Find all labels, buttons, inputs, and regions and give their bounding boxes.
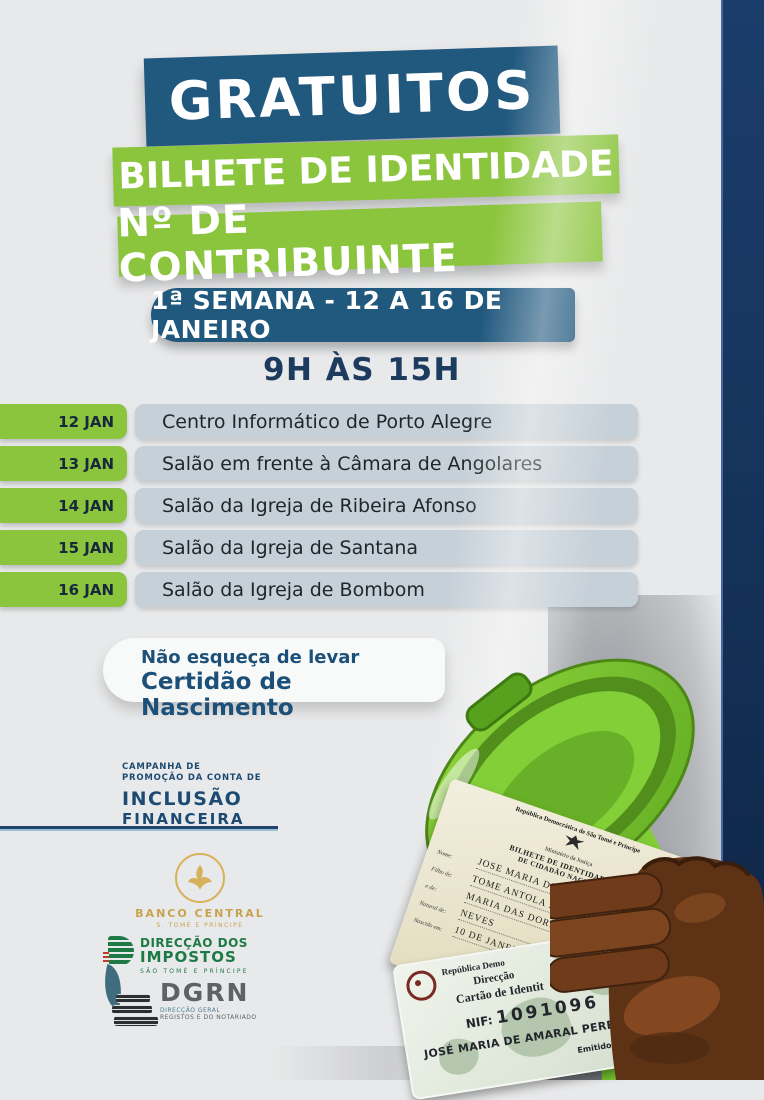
schedule-location: Salão da Igreja de Bombom — [162, 578, 425, 601]
schedule-location-bar: Salão da Igreja de Santana — [135, 530, 638, 565]
schedule-date: 15 JAN — [58, 538, 114, 557]
schedule-row: 16 JAN Salão da Igreja de Bombom — [0, 572, 724, 607]
field-label: Nascido em: — [412, 917, 444, 933]
schedule-date-pill: 16 JAN — [0, 572, 127, 607]
schedule-date-pill: 12 JAN — [0, 404, 127, 439]
hand-illustration — [550, 856, 764, 1080]
dgrn-acronym: DGRN — [160, 978, 250, 1007]
schedule-date-pill: 15 JAN — [0, 530, 127, 565]
schedule-location: Salão da Igreja de Santana — [162, 536, 419, 559]
opening-hours: 9H ÀS 15H — [262, 352, 461, 388]
card1-header: República Democrática de São Tomé e Prín… — [442, 786, 698, 920]
schedule-date: 12 JAN — [58, 412, 114, 431]
campaign-big1: INCLUSÃO — [122, 788, 243, 810]
book-icon — [112, 1005, 152, 1014]
eagle-emblem-icon — [565, 835, 585, 851]
impostos-text: DIRECÇÃO DOS IMPOSTOS SÃO TOMÉ E PRÍNCIP… — [140, 936, 249, 975]
taxpayer-banner: Nº DE CONTRIBUINTE — [117, 197, 603, 292]
schedule-row: 14 JAN Salão da Igreja de Ribeira Afonso — [0, 488, 724, 523]
schedule-location-bar: Salão da Igreja de Bombom — [135, 572, 638, 607]
impostos-logo: DIRECÇÃO DOS IMPOSTOS SÃO TOMÉ E PRÍNCIP… — [103, 936, 249, 975]
dove-icon-glyph — [188, 865, 212, 890]
campaign-small2: PROMOÇÃO DA CONTA DE — [122, 773, 262, 783]
schedule-row: 12 JAN Centro Informático de Porto Alegr… — [0, 404, 724, 439]
dgrn-line2: REGISTOS E DO NOTARIADO — [160, 1014, 257, 1021]
divider-line — [0, 826, 278, 829]
week-banner-text: 1ª SEMANA - 12 A 16 DE JANEIRO — [151, 286, 503, 344]
dgrn-logo: DGRN DIRECÇÃO GERAL REGISTOS E DO NOTARI… — [97, 963, 257, 1030]
schedule-location: Salão da Igreja de Ribeira Afonso — [162, 494, 477, 517]
dgrn-text: DGRN DIRECÇÃO GERAL REGISTOS E DO NOTARI… — [160, 978, 257, 1021]
schedule-date: 14 JAN — [58, 496, 114, 515]
bilhete-identidade-card: República Democrática de São Tomé e Prín… — [388, 778, 710, 1051]
schedule-location: Centro Informático de Porto Alegre — [162, 410, 493, 433]
dove-icon — [175, 853, 225, 903]
campaign-small1: CAMPANHA DE — [122, 762, 201, 772]
book-icon — [116, 994, 150, 1003]
headline-banner: GRATUITOS — [143, 45, 561, 147]
schedule-row: 13 JAN Salão em frente à Câmara de Angol… — [0, 446, 724, 481]
reminder-line2: Certidão de Nascimento — [141, 669, 294, 721]
banco-central-name: BANCO CENTRAL — [135, 907, 265, 920]
schedule-location-bar: Salão em frente à Câmara de Angolares — [135, 446, 638, 481]
schedule-date: 16 JAN — [58, 580, 114, 599]
headline-text: GRATUITOS — [167, 59, 537, 133]
schedule-date-pill: 13 JAN — [0, 446, 127, 481]
schedule-location: Salão em frente à Câmara de Angolares — [162, 452, 543, 475]
nif-label: NIF: — [464, 1013, 494, 1032]
impostos-line1: DIRECÇÃO DOS — [140, 936, 248, 950]
schedule-date: 13 JAN — [58, 454, 114, 473]
dgrn-line1: DIRECÇÃO GERAL — [160, 1007, 221, 1014]
campaign-big2: FINANCEIRA — [122, 810, 245, 828]
schedule-location-bar: Centro Informático de Porto Alegre — [135, 404, 638, 439]
reminder-box: Não esqueça de levar Certidão de Nascime… — [103, 638, 445, 721]
books-quill-icon — [97, 963, 158, 1030]
seal-icon — [404, 968, 439, 1003]
schedule-date-pill: 14 JAN — [0, 488, 127, 523]
book-icon — [114, 1016, 158, 1026]
campaign-block: CAMPANHA DE PROMOÇÃO DA CONTA DE INCLUSÃ… — [122, 762, 261, 828]
impostos-line2: IMPOSTOS — [140, 948, 237, 966]
reminder-line1: Não esqueça de levar — [141, 647, 360, 668]
schedule-row: 15 JAN Salão da Igreja de Santana — [0, 530, 724, 565]
impostos-tagline: SÃO TOMÉ E PRÍNCIPE — [140, 968, 249, 975]
taxpayer-banner-text: Nº DE CONTRIBUINTE — [116, 197, 459, 292]
schedule-location-bar: Salão da Igreja de Ribeira Afonso — [135, 488, 638, 523]
divider-line-light — [0, 829, 278, 831]
week-banner: 1ª SEMANA - 12 A 16 DE JANEIRO — [151, 286, 575, 344]
striped-d-icon — [103, 936, 134, 966]
banco-central-logo: BANCO CENTRAL S. TOMÉ E PRÍNCIPE — [110, 853, 290, 929]
banco-central-tagline: S. TOMÉ E PRÍNCIPE — [156, 922, 244, 929]
